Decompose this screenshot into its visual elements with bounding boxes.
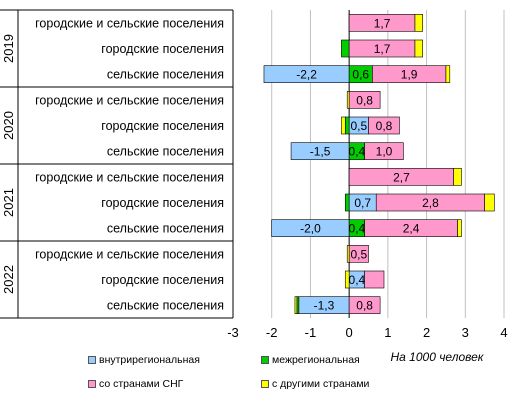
x-tick-label: 2 [423, 325, 430, 340]
segment-labels: 1,7 1,7 -2,2 0,6 1,9 0,8 0,5 0,8 -1,5 0,4 1,02,7 0,… [296, 16, 439, 312]
legend-label: межрегиональная [272, 354, 360, 366]
segment-value-label: -1,3 [314, 299, 335, 313]
segment-value-label: 2,4 [403, 222, 420, 236]
x-tick-label: 4 [500, 325, 507, 340]
x-axis-unit-note: На 1000 человек [391, 350, 485, 364]
bar-segment [453, 168, 462, 186]
year-label: 2020 [1, 111, 16, 140]
bar-segment [364, 270, 385, 289]
x-tick-label: 3 [462, 325, 469, 340]
legend-swatch [261, 380, 269, 388]
x-tick-label: 1 [384, 325, 391, 340]
bar-segments [263, 14, 495, 314]
category-label: сельские поселения [107, 68, 224, 82]
category-frame [0, 9, 234, 319]
segment-value-label: 0,8 [356, 93, 373, 107]
legend-swatch [261, 356, 269, 364]
segment-value-label: -2,0 [300, 222, 321, 236]
x-tick-labels: -3 -2 -1 0 1 2 3 4 [227, 325, 507, 340]
year-labels: 2019 2020 2021 2022 [1, 34, 16, 294]
segment-value-label: 1,7 [374, 16, 391, 30]
segment-value-label: 0,4 [349, 273, 366, 287]
bar-segment [414, 39, 424, 58]
legend-swatch [88, 380, 96, 388]
bar-segment [368, 116, 400, 135]
legend-item: с другими странами [261, 378, 369, 390]
legend-item: внутрирегиональная [88, 354, 200, 366]
category-label: сельские поселения [107, 145, 224, 159]
segment-value-label: -2,2 [296, 68, 317, 82]
year-label: 2019 [1, 34, 16, 63]
segment-value-label: 2,8 [422, 196, 439, 210]
bar-segment [346, 245, 350, 263]
legend-label: с другими странами [272, 378, 370, 390]
segment-value-label: 0,5 [350, 247, 367, 261]
bar-segment [341, 116, 346, 135]
bar-segment [364, 142, 404, 160]
category-label: городские и сельские поселения [35, 170, 224, 184]
category-label: городские и сельские поселения [35, 93, 224, 107]
bar-segment [294, 296, 298, 314]
bar-segment [414, 14, 424, 32]
category-label: городские и сельские поселения [35, 247, 224, 261]
bar-segment [341, 39, 350, 58]
bar-segment [445, 65, 451, 83]
bar-segment [344, 116, 350, 135]
legend: внутрирегиональная межрегиональная со стра… [88, 354, 418, 400]
bar-segment [344, 193, 350, 212]
x-tick-label: 0 [346, 325, 353, 340]
x-tick-label: -2 [266, 325, 278, 340]
segment-value-label: 0,4 [349, 222, 366, 236]
category-label: городские поселения [101, 119, 224, 133]
segment-value-label: 0,8 [356, 299, 373, 313]
bar-segment [346, 91, 350, 109]
segment-value-label: 0,5 [350, 119, 367, 133]
segment-value-label: 0,4 [349, 145, 366, 159]
legend-item: со странами СНГ [88, 378, 183, 390]
category-label: городские поселения [101, 273, 224, 287]
segment-value-label: 1,0 [376, 145, 393, 159]
segment-value-label: 1,7 [374, 42, 391, 56]
legend-label: внутрирегиональная [99, 354, 200, 366]
year-label: 2021 [1, 188, 16, 217]
category-label: городские поселения [101, 42, 224, 56]
segment-value-label: 1,9 [401, 68, 418, 82]
legend-swatch [88, 356, 96, 364]
bar-segment [348, 296, 381, 314]
bar-segment [484, 193, 495, 212]
x-tick-label: -1 [305, 325, 317, 340]
category-label: городские и сельские поселения [35, 16, 224, 30]
legend-label: со странами СНГ [99, 378, 184, 390]
segment-value-label: 0,7 [354, 196, 371, 210]
gridlines [232, 10, 505, 318]
segment-value-label: 0,6 [352, 68, 369, 82]
category-label: сельские поселения [107, 299, 224, 313]
bar-segment [344, 270, 350, 289]
legend-item: межрегиональная [261, 354, 360, 366]
segment-value-label: -1,5 [310, 145, 331, 159]
year-label: 2022 [1, 265, 16, 294]
category-label: сельские поселения [107, 222, 224, 236]
category-label: городские поселения [101, 196, 224, 210]
segment-value-label: 2,7 [393, 170, 410, 184]
category-labels: городские и сельские поселения городские … [35, 16, 224, 312]
bar-segment [457, 219, 462, 237]
x-tick-label: -3 [227, 325, 239, 340]
segment-value-label: 0,8 [376, 119, 393, 133]
